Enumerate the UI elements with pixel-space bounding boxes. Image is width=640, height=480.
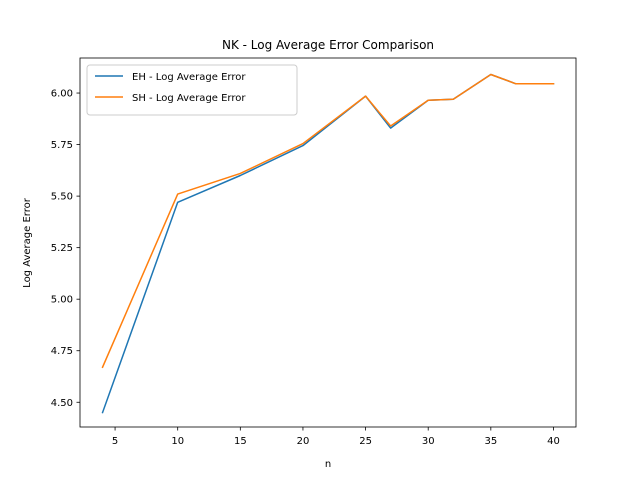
y-tick-label: 5.00 <box>51 295 73 306</box>
x-tick-label: 40 <box>547 436 560 447</box>
y-tick-label: 6.00 <box>51 89 73 100</box>
y-tick-label: 5.75 <box>51 140 73 151</box>
y-tick-label: 4.75 <box>51 346 73 357</box>
y-axis-label: Log Average Error <box>22 197 33 288</box>
x-tick-label: 30 <box>422 436 435 447</box>
series-line-2 <box>101 73 555 369</box>
y-tick-label: 4.50 <box>51 398 73 409</box>
x-tick-label: 35 <box>484 436 497 447</box>
x-axis-label: n <box>325 459 331 470</box>
legend: EH - Log Average Error SH - Log Average E… <box>86 64 298 116</box>
legend-box <box>86 64 298 116</box>
x-tick-label: 25 <box>359 436 372 447</box>
x-tick-label: 20 <box>297 436 310 447</box>
y-tick-label: 5.50 <box>51 192 73 203</box>
legend-label-2: SH - Log Average Error <box>132 93 246 104</box>
plot-area: 5 10 15 20 25 30 35 40 4.50 4.75 5.00 5.25 5.50 5.75 6… <box>51 57 577 447</box>
y-tick-label: 5.25 <box>51 243 73 254</box>
x-tick-label: 5 <box>112 436 118 447</box>
axes-frame <box>79 57 577 428</box>
x-tick-label: 15 <box>234 436 247 447</box>
legend-label-1: EH - Log Average Error <box>132 72 246 83</box>
x-tick-label: 10 <box>171 436 184 447</box>
chart-title: NK - Log Average Error Comparison <box>222 38 434 52</box>
